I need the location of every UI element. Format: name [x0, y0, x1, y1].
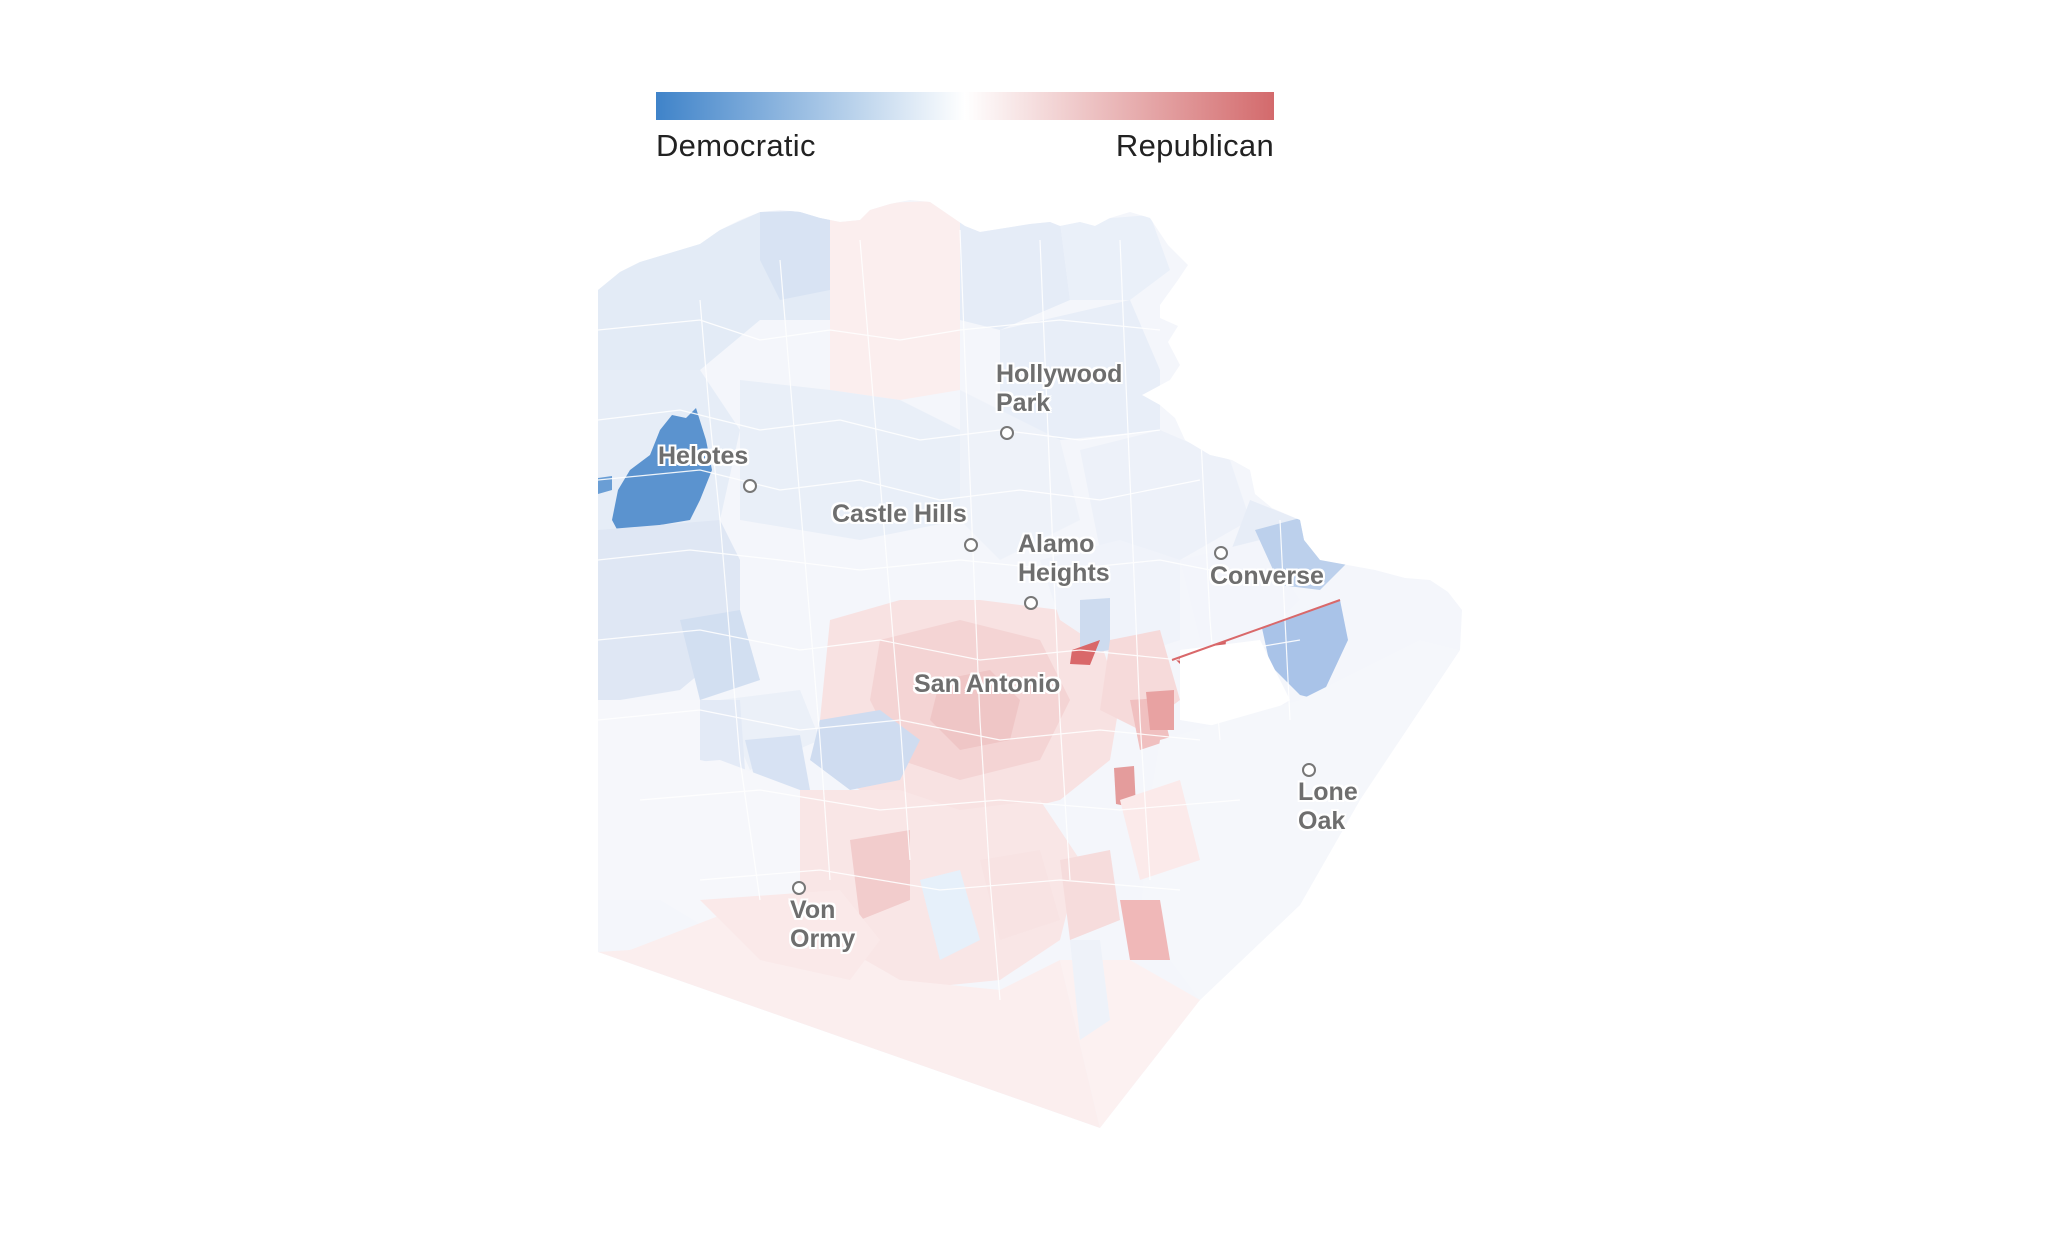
place-dot-helotes: [743, 479, 757, 493]
place-dot-lone-oak: [1302, 763, 1316, 777]
place-dot-castle-hills: [964, 538, 978, 552]
place-dot-converse: [1214, 546, 1228, 560]
place-label-line: Helotes: [658, 442, 749, 470]
place-label-line: Hollywood: [996, 360, 1123, 388]
precinct-region-southeast: [1140, 640, 1460, 1000]
legend-label-republican: Republican: [1115, 128, 1274, 163]
precinct-region-south-dem: [920, 870, 980, 960]
precinct-region-east-white: [1180, 640, 1290, 730]
precinct-line-northeast: [1171, 599, 1341, 661]
precinct-region-north-d: [1000, 300, 1160, 440]
place-label-line: Alamo: [1018, 530, 1095, 558]
precinct-region-helotes-edge: [598, 476, 612, 494]
place-label-line: Ormy: [790, 925, 856, 953]
place-label-von-ormy: Von Ormy: [790, 896, 855, 954]
precinct-region-south-dem: [1070, 940, 1110, 1040]
place-label-line: Park: [996, 389, 1051, 417]
precinct-region-east-dem: [1080, 598, 1110, 655]
place-dot-hollywood-park: [1000, 426, 1014, 440]
legend: Democratic Republican: [656, 92, 1274, 163]
precinct-region-north-c: [1060, 215, 1170, 300]
precinct-region-south-a: [850, 830, 910, 920]
place-label-line: Von: [790, 896, 836, 924]
precinct-region-converse-south: [1262, 600, 1348, 700]
precinct-boundaries: [598, 229, 1301, 1001]
place-label-line: Converse: [1210, 562, 1324, 590]
place-label-helotes: Helotes: [658, 442, 748, 471]
precinct-region-north-a: [760, 210, 830, 300]
precinct-region-south-band: [598, 900, 1100, 1128]
place-label-line: Castle Hills: [832, 500, 967, 528]
precinct-region-west-c: [680, 610, 760, 700]
precinct-region-southwest-dem-c: [700, 700, 745, 770]
precinct-region-south-c: [1060, 850, 1120, 940]
place-label-hollywood-park: Hollywood Park: [996, 360, 1122, 418]
precinct-region-south-b: [980, 850, 1060, 940]
precinct-region-east-red-c: [1070, 640, 1100, 665]
legend-label-democratic: Democratic: [656, 128, 816, 163]
place-label-lone-oak: Lone Oak: [1298, 778, 1358, 836]
place-label-converse: Converse: [1210, 562, 1324, 591]
precinct-region-north-rep: [830, 200, 960, 400]
place-dot-von-ormy: [792, 881, 806, 895]
place-label-castle-hills: Castle Hills: [832, 500, 967, 529]
place-dot-alamo-heights: [1024, 596, 1038, 610]
precinct-region-west-center: [740, 380, 960, 540]
place-label-line: Oak: [1298, 807, 1346, 835]
precinct-region-southeast-red: [1120, 900, 1170, 960]
precinct-region-helotes: [612, 408, 712, 535]
legend-color-bar: [656, 92, 1274, 120]
place-label-line: San Antonio: [914, 670, 1061, 698]
precinct-region-north-center: [960, 390, 1080, 560]
precinct-region-east-red-a: [1146, 690, 1174, 730]
place-label-line: Heights: [1018, 559, 1110, 587]
precinct-region-northeast-a: [1080, 430, 1250, 560]
place-label-line: Lone: [1298, 778, 1358, 806]
place-label-san-antonio: San Antonio: [914, 670, 1060, 699]
precinct-region-south-band-a: [700, 890, 880, 980]
place-label-alamo-heights: Alamo Heights: [1018, 530, 1110, 588]
precinct-region-southwest-dem: [810, 710, 920, 790]
